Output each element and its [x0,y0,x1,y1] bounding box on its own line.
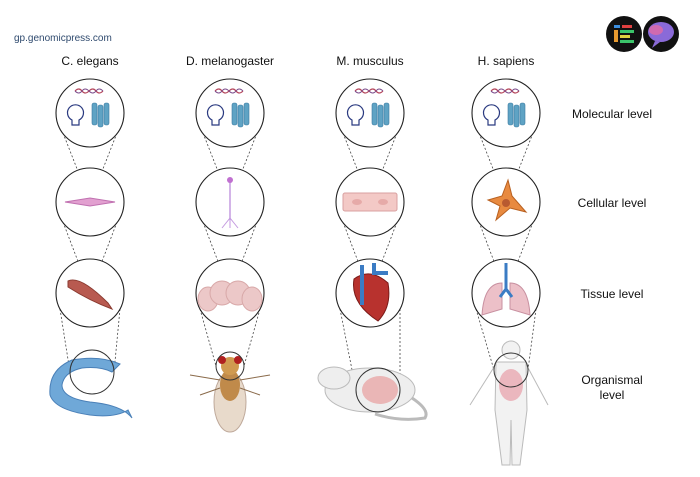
level-label-cellular: Cellular level [577,196,647,210]
species-label-c-elegans: C. elegans [61,54,119,68]
zoom-connector [478,221,507,294]
protein-icon [103,102,110,126]
protein-icon [243,102,250,126]
protein-icon [231,102,238,126]
level-label-organismal-line2: level [599,388,625,402]
zoom-circle-organism [355,367,401,413]
lightbulb-rna-icon [482,104,501,126]
myocyte-icon [342,192,398,212]
human-icon [469,361,549,466]
zoom-circle-molecular [335,78,405,148]
level-label-tissue: Tissue level [580,287,644,301]
journal-url[interactable]: gp.genomicpress.com [14,33,112,44]
column-1 [189,78,271,433]
column-3 [469,78,549,466]
neuron-icon [221,217,239,229]
column-0 [49,78,133,419]
protein-icon [383,102,390,126]
protein-icon [519,102,526,126]
muscle-cell-icon [64,197,116,207]
lungs-icon [481,282,503,316]
protein-icon [377,104,384,128]
zoom-connector [199,308,217,367]
genomic-press-logo [606,16,642,52]
fly-legs-icon [189,374,271,396]
zoom-connector [202,221,231,294]
human-organs-icon [499,369,523,401]
zoom-connector [475,308,495,371]
level-label-organismal: Organismal level [581,373,642,403]
protein-icon [237,104,244,128]
zoom-circle-organism [69,349,115,395]
fly-brain-icon [241,286,263,312]
species-label-d-melanogaster: D. melanogaster [185,54,275,68]
lightbulb-rna-icon [346,104,365,126]
fibroblast-icon [502,199,510,207]
dna-icon [74,88,104,94]
brain-logo [643,16,679,52]
mouse-tail-icon [374,396,428,421]
zoom-connector [89,221,118,294]
level-label-organismal-line1: Organismal [581,373,643,387]
zoom-circle-organism [493,352,529,388]
protein-icon [97,104,104,128]
myocyte-icon [352,199,362,205]
lightbulb-rna-icon [66,104,85,126]
protein-icon [91,102,98,126]
species-label-m-musculus: M. musculus [336,54,404,68]
myocyte-icon [378,199,388,205]
column-2 [317,78,428,421]
zoom-connector [62,221,91,294]
protein-icon [507,102,514,126]
zoom-connector [369,221,398,294]
fly-icon [220,369,240,401]
zoom-circle-organism [215,351,245,381]
zoom-connector [243,308,261,367]
dna-icon [490,88,520,94]
zoom-circle-molecular [195,78,265,148]
level-label-molecular: Molecular level [571,107,653,121]
fly-eye-icon [234,356,242,364]
worm-icon [49,357,133,419]
dna-icon [214,88,244,94]
zoom-connector [342,221,371,294]
zoom-circle-molecular [55,78,125,148]
mouse-organs-icon [362,376,398,404]
zoom-connector [229,221,258,294]
lungs-icon [509,282,531,316]
heart-vessel-icon [360,263,388,305]
mouse-head-icon [317,366,351,390]
zoom-circle-molecular [471,78,541,148]
muscle-tissue-icon [67,279,114,310]
species-label-h-sapiens: H. sapiens [477,54,535,68]
dna-icon [354,88,384,94]
protein-icon [371,102,378,126]
fly-eye-icon [218,356,226,364]
trachea-icon [498,263,514,298]
zoom-connector [505,221,534,294]
protein-icon [513,104,520,128]
neuron-icon [227,177,233,183]
lightbulb-rna-icon [206,104,225,126]
human-head-icon [501,340,521,360]
